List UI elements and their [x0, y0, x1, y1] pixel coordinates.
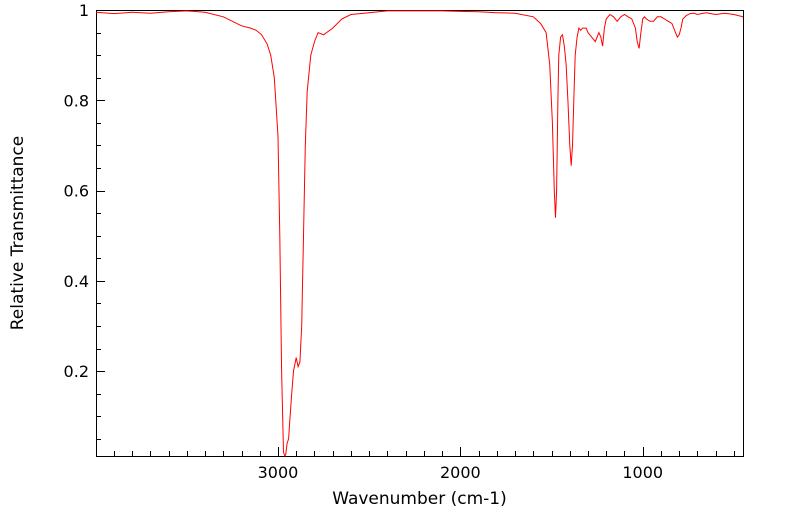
- y-tick-label: 1: [79, 1, 89, 20]
- x-tick-label: 2000: [440, 463, 481, 482]
- axis-ticks: [96, 10, 735, 456]
- y-axis-title: Relative Transmittance: [8, 136, 28, 331]
- x-axis-title: Wavenumber (cm-1): [332, 489, 507, 509]
- axis-tick-labels: 3000 2000 1000 1 0.8 0.6 0.4 0.2: [64, 1, 664, 482]
- x-tick-label: 3000: [258, 463, 299, 482]
- plot-frame: [96, 10, 744, 457]
- spectrum-line: [96, 10, 743, 457]
- x-tick-label: 1000: [622, 463, 663, 482]
- y-tick-label: 0.4: [64, 272, 89, 291]
- y-tick-label: 0.6: [64, 182, 89, 201]
- y-tick-label: 0.8: [64, 91, 89, 110]
- y-tick-label: 0.2: [64, 362, 89, 381]
